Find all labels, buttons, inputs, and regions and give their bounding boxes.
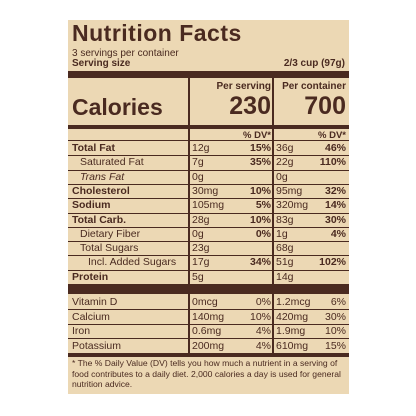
daily-value: 4% bbox=[330, 227, 346, 240]
rule bbox=[68, 309, 349, 311]
amount: 1g bbox=[276, 227, 288, 240]
vitamin-name: Iron bbox=[72, 325, 91, 337]
daily-value: 10% bbox=[249, 213, 271, 226]
daily-value: 6% bbox=[330, 296, 346, 308]
nutrient-name: Trans Fat bbox=[80, 170, 125, 183]
nutrient-name: Total Carb. bbox=[72, 213, 127, 226]
rule bbox=[68, 338, 349, 340]
column-rule bbox=[272, 78, 274, 356]
amount: 83g bbox=[276, 213, 294, 226]
calories-value: 700 bbox=[304, 92, 346, 120]
nutrient-name: Total Sugars bbox=[80, 242, 139, 255]
daily-value: 14% bbox=[324, 199, 346, 212]
rule bbox=[68, 198, 349, 200]
daily-value: 32% bbox=[324, 184, 346, 197]
amount: 0g bbox=[276, 170, 288, 183]
amount: 23g bbox=[192, 242, 210, 255]
amount: 200mg bbox=[192, 339, 225, 352]
amount: 0g bbox=[192, 227, 204, 240]
daily-value: 0% bbox=[255, 227, 271, 240]
column-rule bbox=[188, 78, 190, 356]
rule bbox=[68, 241, 349, 243]
daily-value: 30% bbox=[324, 310, 346, 323]
amount: 0g bbox=[192, 170, 204, 183]
nutrient-name: Sodium bbox=[72, 199, 111, 212]
amount: 51g bbox=[276, 256, 294, 269]
vitamin-name: Calcium bbox=[72, 310, 110, 323]
rule bbox=[68, 155, 349, 157]
daily-value: 10% bbox=[249, 184, 271, 197]
divider bbox=[68, 71, 349, 78]
amount: 95mg bbox=[276, 184, 303, 197]
amount: 1.9mg bbox=[276, 325, 306, 337]
vitamin-name: Vitamin D bbox=[72, 296, 118, 308]
nutrient-name: Total Fat bbox=[72, 142, 115, 154]
rule bbox=[68, 323, 349, 325]
nutrient-name: Protein bbox=[72, 270, 109, 283]
divider bbox=[68, 353, 349, 357]
nutrient-name: Incl. Added Sugars bbox=[88, 256, 177, 269]
daily-value: 4% bbox=[255, 339, 271, 352]
amount: 12g bbox=[192, 142, 210, 154]
amount: 36g bbox=[276, 142, 294, 154]
amount: 610mg bbox=[276, 339, 309, 352]
daily-value: 0% bbox=[255, 296, 271, 308]
dv-header: % DV* bbox=[318, 130, 346, 141]
serving-size-value: 2/3 cup (97g) bbox=[283, 58, 345, 69]
calories-value: 230 bbox=[229, 92, 271, 120]
rule bbox=[68, 140, 349, 141]
amount: 5g bbox=[192, 270, 204, 283]
daily-value: 4% bbox=[255, 325, 271, 337]
daily-value: 15% bbox=[249, 142, 271, 154]
amount: 0mcg bbox=[192, 296, 218, 308]
amount: 22g bbox=[276, 156, 294, 169]
daily-value: 35% bbox=[249, 156, 271, 169]
column-header: Per serving bbox=[216, 81, 271, 92]
amount: 0.6mg bbox=[192, 325, 222, 337]
nutrition-label: Nutrition Facts 3 servings per container… bbox=[68, 20, 349, 394]
daily-value: 10% bbox=[324, 325, 346, 337]
daily-value: 46% bbox=[324, 142, 346, 154]
daily-value: 102% bbox=[319, 256, 346, 269]
amount: 68g bbox=[276, 242, 294, 255]
daily-value: 110% bbox=[319, 156, 346, 169]
rule bbox=[68, 269, 349, 271]
nutrient-name: Dietary Fiber bbox=[80, 227, 141, 240]
amount: 320mg bbox=[276, 199, 309, 212]
calories-label: Calories bbox=[72, 94, 163, 120]
daily-value: 5% bbox=[255, 199, 271, 212]
amount: 420mg bbox=[276, 310, 309, 323]
rule bbox=[68, 183, 349, 185]
nutrient-name: Saturated Fat bbox=[80, 156, 144, 169]
footnote: * The % Daily Value (DV) tells you how m… bbox=[72, 358, 341, 389]
amount: 105mg bbox=[192, 199, 225, 212]
daily-value: 10% bbox=[249, 310, 271, 323]
column-header: Per container bbox=[282, 81, 346, 92]
daily-value: 30% bbox=[324, 213, 346, 226]
amount: 7g bbox=[192, 156, 204, 169]
amount: 140mg bbox=[192, 310, 225, 323]
rule bbox=[68, 226, 349, 228]
title: Nutrition Facts bbox=[72, 20, 242, 46]
daily-value: 34% bbox=[249, 256, 271, 269]
amount: 17g bbox=[192, 256, 210, 269]
daily-value: 15% bbox=[324, 339, 346, 352]
rule bbox=[68, 169, 349, 171]
rule bbox=[68, 255, 349, 257]
servings: 3 servings per container bbox=[72, 48, 179, 59]
divider bbox=[68, 125, 349, 129]
rule bbox=[68, 212, 349, 214]
dv-header: % DV* bbox=[243, 130, 271, 141]
amount: 28g bbox=[192, 213, 210, 226]
vitamin-name: Potassium bbox=[72, 339, 122, 352]
amount: 1.2mcg bbox=[276, 296, 311, 308]
amount: 14g bbox=[276, 270, 294, 283]
divider bbox=[68, 284, 349, 294]
amount: 30mg bbox=[192, 184, 219, 197]
serving-size-label: Serving size bbox=[72, 58, 131, 69]
nutrient-name: Cholesterol bbox=[72, 184, 130, 197]
